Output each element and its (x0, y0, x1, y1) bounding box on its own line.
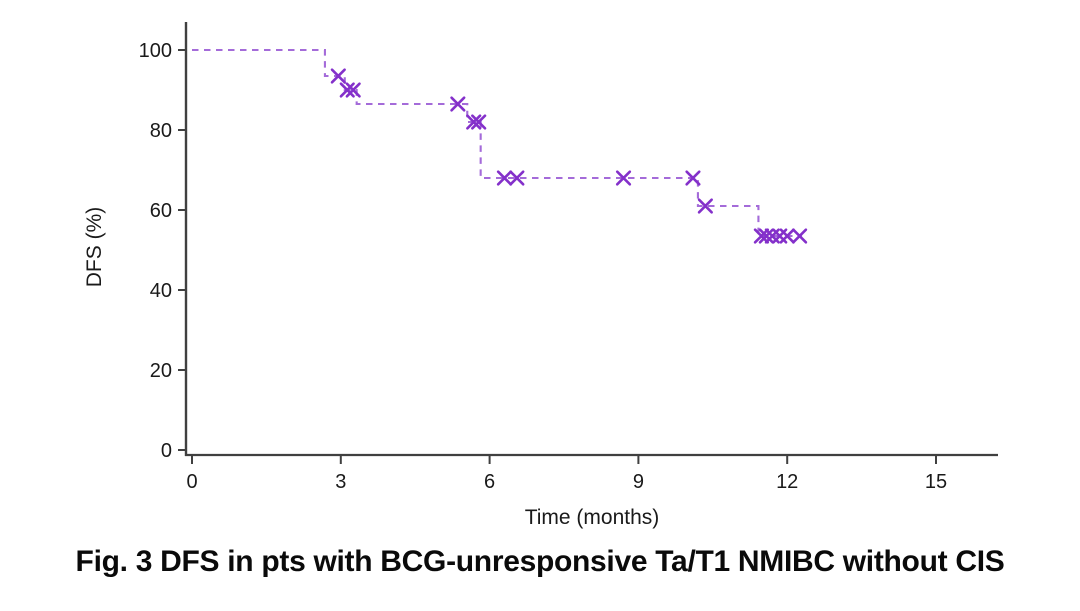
censor-mark (496, 170, 513, 186)
figure-caption: Fig. 3 DFS in pts with BCG-unresponsive … (75, 545, 1005, 578)
censor-mark (792, 228, 808, 244)
censor-mark (685, 170, 701, 186)
censor-mark (450, 96, 466, 112)
censor-mark (345, 82, 361, 98)
censor-mark (330, 68, 346, 84)
y-tick-label: 0 (161, 440, 172, 462)
y-tick-label: 40 (150, 280, 172, 302)
censor-mark (758, 228, 774, 244)
censor-mark (466, 114, 482, 130)
censor-mark (339, 82, 355, 98)
censor-mark (753, 228, 770, 244)
x-tick-label: 6 (484, 471, 495, 493)
y-axis-title: DFS (%) (83, 207, 106, 288)
x-tick-label: 0 (186, 471, 197, 493)
y-tick-label: 100 (139, 40, 172, 62)
censor-mark (697, 198, 713, 214)
x-tick-label: 3 (335, 471, 346, 493)
x-tick-label: 15 (925, 471, 947, 493)
axes-layer: 0 20 40 60 80 100 0 3 6 9 12 15 (139, 22, 998, 493)
x-tick-label: 9 (633, 471, 644, 493)
censor-mark (509, 170, 525, 186)
censor-mark (471, 114, 487, 130)
censor-mark (779, 228, 795, 244)
censor-mark (615, 170, 632, 186)
dfs-km-chart: 0 20 40 60 80 100 0 3 6 9 12 15 Time (months) DFS (… (83, 22, 998, 529)
km-curve (192, 48, 803, 238)
km-curve-layer (192, 48, 808, 244)
y-tick-label: 20 (150, 360, 172, 382)
y-tick-label: 60 (150, 200, 172, 222)
x-axis-title: Time (months) (525, 506, 660, 529)
y-tick-label: 80 (150, 120, 172, 142)
x-tick-label: 12 (776, 471, 798, 493)
